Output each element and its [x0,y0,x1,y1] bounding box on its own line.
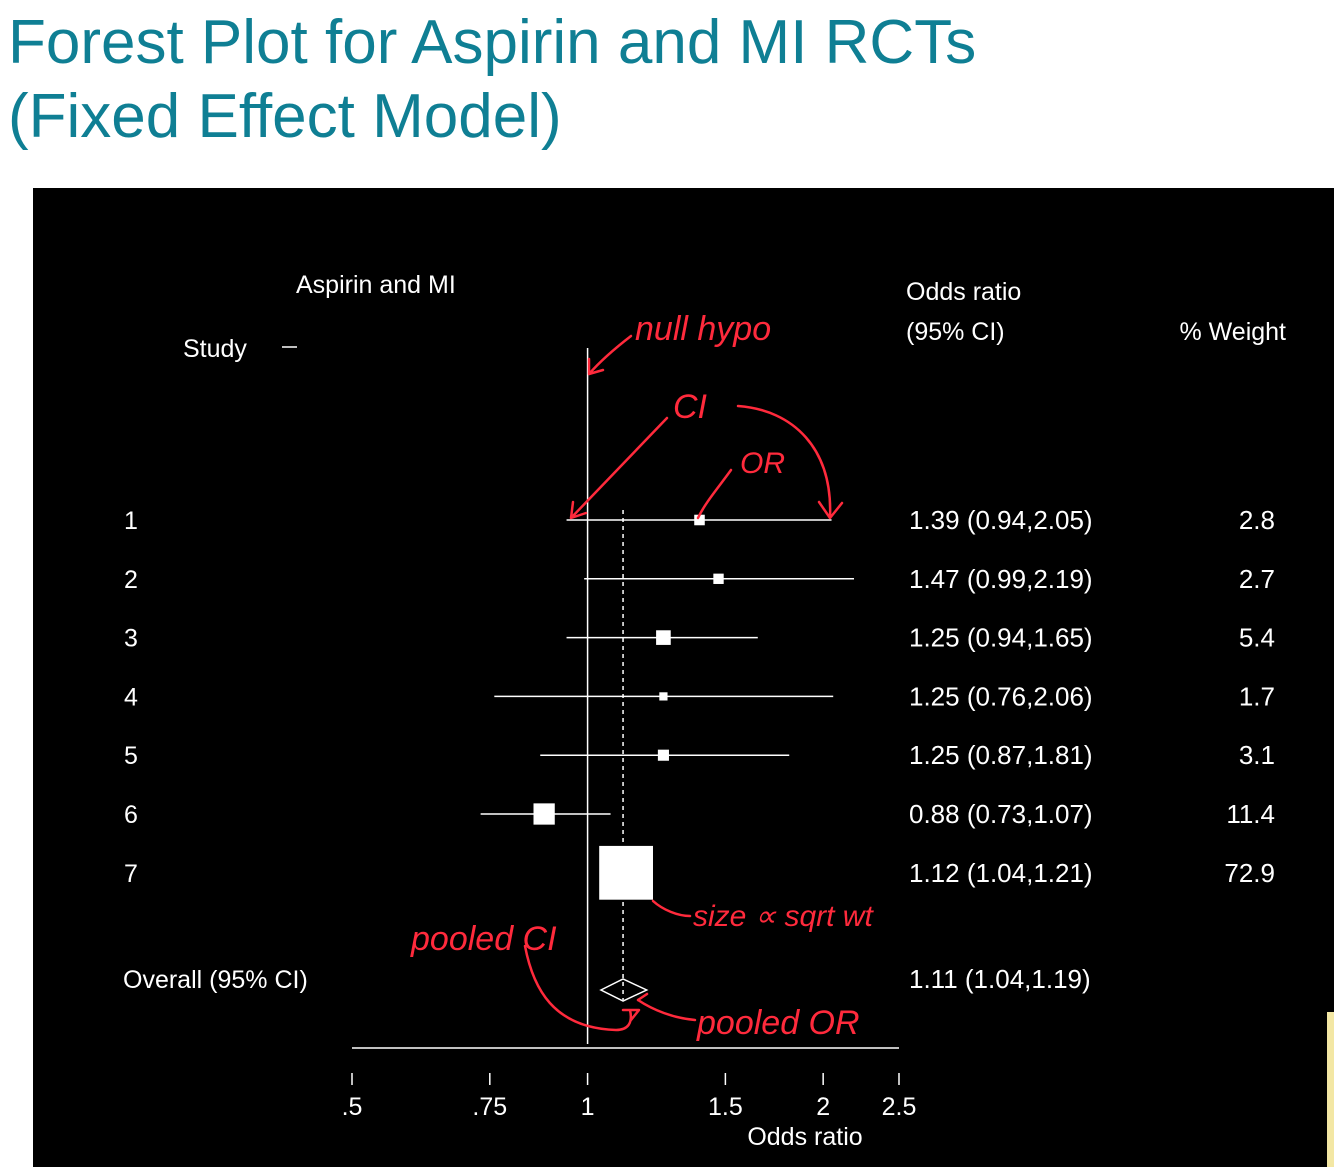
annotation-pooled-or: pooled OR [696,1004,860,1042]
x-tick-label: .75 [472,1093,507,1121]
study-label: 1 [124,507,138,535]
x-tick-label: 1.5 [708,1093,743,1121]
study-weight-square [599,845,653,900]
plot-title: Aspirin and MI [296,271,456,299]
ci-arrow-left [569,416,669,520]
slide-title: Forest Plot for Aspirin and MI RCTs (Fix… [8,6,1308,154]
study-or-text: 1.25 (0.87,1.81) [909,740,1093,770]
study-weight-text: 2.7 [1239,564,1275,594]
study-weight-text: 72.9 [1224,858,1275,888]
study-weight-text: 3.1 [1239,740,1275,770]
pooled-diamond [599,978,649,1002]
study-label: 7 [124,860,138,888]
pooled-or-curve [636,992,697,1022]
study-label: 2 [124,566,138,594]
study-weight-square [713,573,724,584]
overall-or-text: 1.11 (1.04,1.19) [909,964,1091,994]
study-weight-square [533,803,555,825]
annotation-ci: CI [673,388,708,426]
study-weight-square [657,749,669,761]
annotation-or: OR [740,447,785,480]
pooled-ci-curve [523,944,641,1032]
study-or-text: 1.47 (0.99,2.19) [909,564,1093,594]
study-column-header: Study [183,335,247,363]
forest-plot-panel: Aspirin and MI Study Odds ratio (95% CI)… [33,188,1334,1167]
study-label: 6 [124,801,138,829]
x-tick-label: 2.5 [882,1093,917,1121]
x-tick-label: 1 [581,1093,595,1121]
study-weight-square [694,514,705,526]
study-label: 3 [124,625,138,653]
size-note-pointer [651,899,692,918]
or-column-header-line2: (95% CI) [906,318,1005,346]
study-weight-text: 11.4 [1226,799,1275,829]
or-column-header-line1: Odds ratio [906,278,1021,306]
null-hypo-arrow [587,334,633,376]
study-weight-square [656,630,671,645]
or-pointer [696,468,733,520]
title-line-1: Forest Plot for Aspirin and MI RCTs [8,8,977,77]
study-or-text: 1.25 (0.76,2.06) [909,681,1093,711]
annotation-size-note: size ∝ sqrt wt [693,900,874,933]
study-label: 4 [124,683,138,711]
ci-arrow-right [736,404,844,520]
weight-column-header: % Weight [1179,318,1286,346]
study-weight-text: 1.7 [1239,681,1275,711]
study-or-text: 1.12 (1.04,1.21) [909,858,1093,888]
study-weight-square [659,692,668,701]
overall-label: Overall (95% CI) [123,966,308,994]
study-or-text: 0.88 (0.73,1.07) [909,799,1093,829]
study-label: 5 [124,742,138,770]
annotation-pooled-ci: pooled CI [410,920,557,958]
study-or-text: 1.25 (0.94,1.65) [909,623,1093,653]
title-line-2: (Fixed Effect Model) [8,82,562,151]
x-axis-label: Odds ratio [747,1123,862,1151]
annotation-null-hypo: null hypo [635,310,771,348]
forest-plot: Aspirin and MI Study Odds ratio (95% CI)… [123,271,1286,1151]
study-or-text: 1.39 (0.94,2.05) [909,505,1093,535]
slide-edge-decoration [1327,1012,1334,1167]
x-tick-label: .5 [342,1093,363,1121]
x-tick-label: 2 [816,1093,830,1121]
study-weight-text: 2.8 [1239,505,1275,535]
study-weight-text: 5.4 [1239,623,1275,653]
